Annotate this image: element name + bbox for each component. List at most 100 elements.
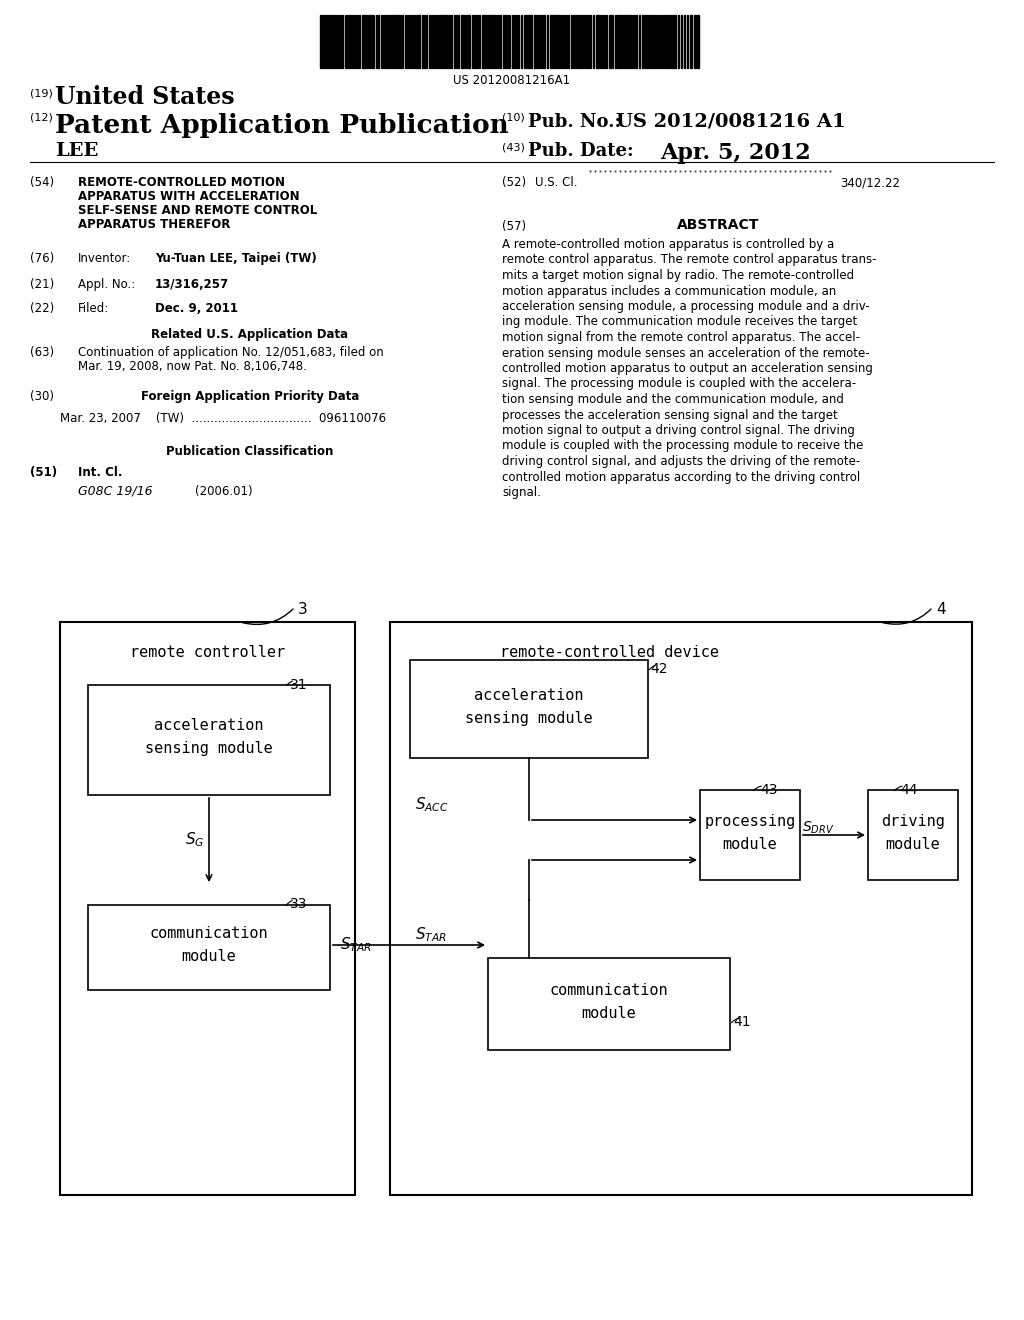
- Bar: [88, 906, 330, 990]
- Text: eration sensing module senses an acceleration of the remote-: eration sensing module senses an acceler…: [502, 346, 869, 359]
- Text: processes the acceleration sensing signal and the target: processes the acceleration sensing signa…: [502, 408, 838, 421]
- Text: (54): (54): [30, 176, 54, 189]
- Text: Filed:: Filed:: [78, 302, 110, 315]
- Text: (43): (43): [502, 143, 525, 152]
- Text: Publication Classification: Publication Classification: [166, 445, 334, 458]
- Text: $S_{ACC}$: $S_{ACC}$: [415, 795, 449, 813]
- Text: United States: United States: [55, 84, 234, 110]
- Text: Appl. No.:: Appl. No.:: [78, 279, 135, 290]
- Text: Continuation of application No. 12/051,683, filed on: Continuation of application No. 12/051,6…: [78, 346, 384, 359]
- Text: Dec. 9, 2011: Dec. 9, 2011: [155, 302, 238, 315]
- Text: SELF-SENSE AND REMOTE CONTROL: SELF-SENSE AND REMOTE CONTROL: [78, 205, 317, 216]
- Text: $S_G$: $S_G$: [185, 830, 205, 849]
- Text: Int. Cl.: Int. Cl.: [78, 466, 123, 479]
- Bar: [492, 15, 495, 69]
- Text: processing
module: processing module: [705, 814, 796, 851]
- Bar: [552, 15, 555, 69]
- Bar: [578, 15, 580, 69]
- Text: 13/316,257: 13/316,257: [155, 279, 229, 290]
- Bar: [534, 15, 537, 69]
- Bar: [387, 15, 389, 69]
- Text: 3: 3: [298, 602, 308, 616]
- Text: $S_{DRV}$: $S_{DRV}$: [802, 820, 835, 837]
- Text: mits a target motion signal by radio. The remote-controlled: mits a target motion signal by radio. Th…: [502, 269, 854, 282]
- Bar: [362, 15, 365, 69]
- Text: Apr. 5, 2012: Apr. 5, 2012: [660, 143, 811, 164]
- Bar: [524, 15, 526, 69]
- Text: (21): (21): [30, 279, 54, 290]
- Text: Inventor:: Inventor:: [78, 252, 131, 265]
- Bar: [417, 15, 420, 69]
- Text: remote control apparatus. The remote control apparatus trans-: remote control apparatus. The remote con…: [502, 253, 877, 267]
- Text: 340/12.22: 340/12.22: [840, 176, 900, 189]
- Text: 4: 4: [936, 602, 945, 616]
- Text: 31: 31: [290, 678, 307, 692]
- Bar: [571, 15, 573, 69]
- Bar: [370, 15, 372, 69]
- Text: (10): (10): [502, 114, 524, 123]
- Bar: [625, 15, 628, 69]
- Text: US 20120081216A1: US 20120081216A1: [454, 74, 570, 87]
- Bar: [88, 685, 330, 795]
- Bar: [488, 958, 730, 1049]
- Bar: [527, 15, 529, 69]
- Text: motion signal to output a driving control signal. The driving: motion signal to output a driving contro…: [502, 424, 855, 437]
- Text: communication
module: communication module: [550, 983, 669, 1020]
- Bar: [868, 789, 958, 880]
- Bar: [461, 15, 464, 69]
- Text: ing module. The communication module receives the target: ing module. The communication module rec…: [502, 315, 857, 329]
- Bar: [326, 15, 329, 69]
- Text: (30): (30): [30, 389, 54, 403]
- Text: (2006.01): (2006.01): [195, 484, 253, 498]
- Text: (12): (12): [30, 114, 53, 123]
- Text: driving
module: driving module: [881, 814, 945, 851]
- Bar: [618, 15, 622, 69]
- Text: (76): (76): [30, 252, 54, 265]
- Bar: [673, 15, 676, 69]
- Bar: [467, 15, 470, 69]
- Bar: [410, 660, 648, 758]
- Bar: [666, 15, 668, 69]
- Text: ABSTRACT: ABSTRACT: [677, 218, 759, 232]
- Bar: [587, 15, 589, 69]
- Text: A remote-controlled motion apparatus is controlled by a: A remote-controlled motion apparatus is …: [502, 238, 835, 251]
- Text: (19): (19): [30, 88, 53, 98]
- Bar: [394, 15, 396, 69]
- Text: (52): (52): [502, 176, 526, 189]
- Text: controlled motion apparatus to output an acceleration sensing: controlled motion apparatus to output an…: [502, 362, 872, 375]
- Text: controlled motion apparatus according to the driving control: controlled motion apparatus according to…: [502, 470, 860, 483]
- Text: remote controller: remote controller: [130, 645, 285, 660]
- Bar: [60, 622, 355, 1195]
- Text: Pub. Date:: Pub. Date:: [528, 143, 634, 160]
- Bar: [397, 15, 399, 69]
- Text: (63): (63): [30, 346, 54, 359]
- Text: Mar. 19, 2008, now Pat. No. 8,106,748.: Mar. 19, 2008, now Pat. No. 8,106,748.: [78, 360, 307, 374]
- Bar: [474, 15, 476, 69]
- Text: $S_{TAR}$: $S_{TAR}$: [415, 925, 446, 944]
- Bar: [596, 15, 599, 69]
- Text: acceleration sensing module, a processing module and a driv-: acceleration sensing module, a processin…: [502, 300, 869, 313]
- Text: Yu-Tuan LEE, Taipei (TW): Yu-Tuan LEE, Taipei (TW): [155, 252, 316, 265]
- Text: signal.: signal.: [502, 486, 541, 499]
- Text: acceleration
sensing module: acceleration sensing module: [145, 718, 272, 755]
- Text: 42: 42: [650, 663, 668, 676]
- Text: 44: 44: [900, 783, 918, 797]
- Text: acceleration
sensing module: acceleration sensing module: [465, 689, 593, 726]
- Text: APPARATUS WITH ACCELERATION: APPARATUS WITH ACCELERATION: [78, 190, 300, 203]
- Text: Foreign Application Priority Data: Foreign Application Priority Data: [141, 389, 359, 403]
- Text: LEE: LEE: [55, 143, 98, 160]
- Text: remote-controlled device: remote-controlled device: [500, 645, 719, 660]
- Text: motion apparatus includes a communication module, an: motion apparatus includes a communicatio…: [502, 285, 837, 297]
- Text: tion sensing module and the communication module, and: tion sensing module and the communicatio…: [502, 393, 844, 407]
- Text: Related U.S. Application Data: Related U.S. Application Data: [152, 327, 348, 341]
- Text: signal. The processing module is coupled with the accelera-: signal. The processing module is coupled…: [502, 378, 856, 391]
- Bar: [690, 15, 692, 69]
- Text: Mar. 23, 2007    (TW)  ................................  096110076: Mar. 23, 2007 (TW) .....................…: [60, 412, 386, 425]
- Bar: [629, 15, 631, 69]
- Text: (51): (51): [30, 466, 57, 479]
- Text: 41: 41: [733, 1015, 751, 1030]
- Bar: [609, 15, 611, 69]
- Text: communication
module: communication module: [150, 927, 268, 964]
- Text: (57): (57): [502, 220, 526, 234]
- Bar: [482, 15, 485, 69]
